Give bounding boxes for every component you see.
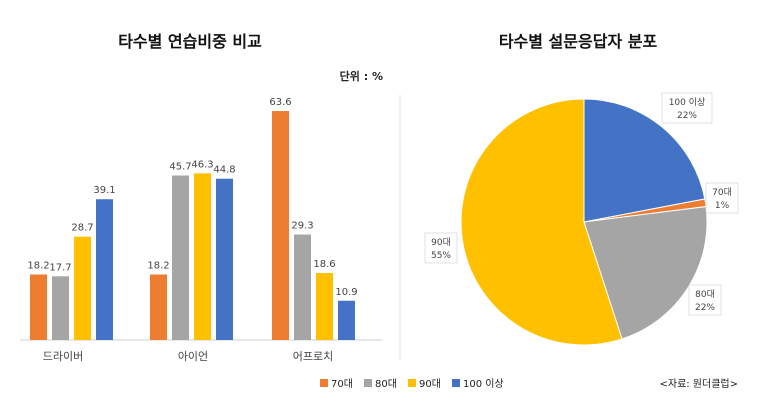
legend-swatch-100 xyxy=(452,379,460,387)
pie-label-pct-80: 22% xyxy=(695,303,715,313)
bar-driver-100 xyxy=(96,199,113,340)
bar-value-driver-70: 18.2 xyxy=(27,260,49,271)
bar-driver-70 xyxy=(30,274,47,340)
pie-slice-90 xyxy=(460,98,623,346)
legend-swatch-90 xyxy=(408,379,416,387)
category-label-approach: 어프로치 xyxy=(293,350,333,363)
bar-value-approach-80: 29.3 xyxy=(291,221,313,232)
bar-iron-100 xyxy=(216,178,233,340)
pie-label-box-90 xyxy=(424,232,458,264)
bar-value-iron-70: 18.2 xyxy=(147,260,169,271)
pie-label-90: 90대 55% xyxy=(424,232,458,264)
unit-label: 단위 : % xyxy=(340,69,383,83)
category-label-iron: 아이언 xyxy=(178,350,208,363)
bar-driver-80 xyxy=(52,276,69,340)
pie-label-100: 100 이상 22% xyxy=(661,92,713,124)
bar-value-driver-80: 17.7 xyxy=(49,262,71,273)
pie-label-80: 80대 22% xyxy=(688,284,722,316)
bar-value-approach-100: 10.9 xyxy=(335,287,357,298)
legend-label-90: 90대 xyxy=(419,378,441,390)
bar-iron-80 xyxy=(172,175,189,340)
pie-label-box-100 xyxy=(661,92,713,124)
bar-value-approach-90: 18.6 xyxy=(313,259,335,270)
source-note: <자료: 원더클럽> xyxy=(659,378,738,390)
pie-label-70: 70대 1% xyxy=(705,182,739,214)
pie-label-pct-90: 55% xyxy=(431,251,451,261)
pie-chart-title: 타수별 설문응답자 분포 xyxy=(499,32,658,51)
legend: 70대 80대 90대 100 이상 xyxy=(320,378,504,390)
bar-approach-90 xyxy=(316,273,333,340)
legend-label-80: 80대 xyxy=(375,378,397,390)
bar-value-iron-90: 46.3 xyxy=(191,159,213,170)
bar-approach-100 xyxy=(338,300,355,340)
pie-label-name-100: 100 이상 xyxy=(669,97,706,108)
bar-value-iron-100: 44.8 xyxy=(213,165,235,176)
legend-swatch-70 xyxy=(320,379,328,387)
bar-value-labels: 18.2 17.728.739.118.245.7 46.3 44.863.629.3… xyxy=(27,97,357,298)
bar-approach-80 xyxy=(294,234,311,340)
pie-label-pct-70: 1% xyxy=(715,201,730,211)
bar-iron-70 xyxy=(150,274,167,340)
pie-group xyxy=(460,98,708,346)
pie-label-box-80 xyxy=(688,284,722,316)
pie-label-name-80: 80대 xyxy=(695,289,715,300)
legend-swatch-80 xyxy=(364,379,372,387)
legend-label-70: 70대 xyxy=(331,378,353,390)
pie-label-box-70 xyxy=(705,182,739,214)
bar-iron-90 xyxy=(194,173,211,340)
legend-label-100: 100 이상 xyxy=(463,378,504,390)
bar-group xyxy=(30,111,355,340)
bar-driver-90 xyxy=(74,236,91,340)
bar-value-driver-90: 28.7 xyxy=(71,223,93,234)
pie-label-name-90: 90대 xyxy=(431,237,451,248)
category-label-driver: 드라이버 xyxy=(43,350,83,363)
bar-value-iron-80: 45.7 xyxy=(169,161,191,172)
pie-slice-80 xyxy=(583,206,708,340)
pie-slice-100 xyxy=(583,98,706,223)
bar-value-approach-70: 63.6 xyxy=(269,97,291,108)
pie-label-name-70: 70대 xyxy=(712,187,732,198)
bar-value-driver-100: 39.1 xyxy=(93,185,115,196)
bar-chart-title: 타수별 연습비중 비교 xyxy=(118,32,262,51)
pie-label-pct-100: 22% xyxy=(677,111,697,121)
bar-approach-70 xyxy=(272,111,289,340)
